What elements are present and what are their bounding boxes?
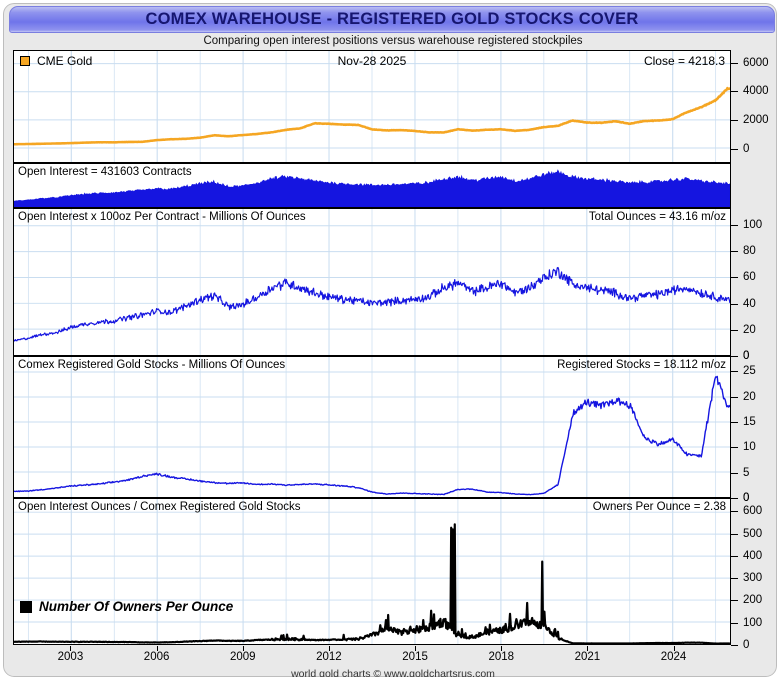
- gold-swatch-icon: [20, 56, 30, 66]
- y-tick-label: 0: [743, 492, 750, 504]
- y-tick-mark: [731, 578, 738, 580]
- y-tick-mark: [731, 371, 738, 373]
- y-tick-label: 100: [743, 219, 763, 232]
- x-tick-label: 2024: [660, 651, 687, 663]
- page-title: COMEX WAREHOUSE - REGISTERED GOLD STOCKS…: [145, 10, 639, 28]
- y-tick-label: 200: [743, 594, 763, 607]
- y-tick-label: 10: [743, 441, 756, 454]
- legend-label-cme-gold: CME Gold: [37, 54, 93, 68]
- y-tick-label: 20: [743, 390, 756, 403]
- x-tick-mark: [415, 646, 417, 651]
- y-tick-label: 500: [743, 527, 763, 540]
- panel-open-interest-ounces[interactable]: Open Interest x 100oz Per Contract - Mil…: [13, 208, 731, 356]
- y-tick-mark: [731, 148, 738, 150]
- y-tick-label: 0: [743, 350, 750, 362]
- y-tick-label: 0: [743, 492, 750, 504]
- chart-date: Nov-28 2025: [337, 54, 407, 68]
- y-tick-label: 6000: [743, 56, 769, 69]
- x-tick-mark: [587, 646, 589, 651]
- cme-gold-plot: [14, 51, 730, 162]
- panel-open-interest-contracts[interactable]: Open Interest = 431603 Contracts: [13, 163, 731, 208]
- footer-credit: world gold charts © www.goldchartsrus.co…: [291, 668, 495, 680]
- y-tick-label: 2000: [743, 114, 769, 127]
- open-interest-ounces-plot: [14, 209, 730, 355]
- page-subtitle: Comparing open interest positions versus…: [203, 35, 583, 47]
- y-tick-mark: [731, 645, 738, 646]
- x-tick-mark: [156, 646, 158, 651]
- y-tick-label: 5: [743, 466, 750, 479]
- x-tick-label: 2009: [229, 651, 256, 663]
- y-tick-mark: [731, 600, 738, 602]
- x-tick-label: 2006: [143, 651, 170, 663]
- x-tick-label: 2012: [316, 651, 342, 663]
- y-tick-mark: [731, 225, 738, 227]
- y-tick-label: 0: [743, 142, 750, 155]
- x-tick-mark: [328, 646, 330, 651]
- y-tick-mark: [731, 421, 738, 423]
- y-tick-mark: [731, 622, 738, 624]
- legend-owners-per-ounce: Number Of Owners Per Ounce: [20, 599, 233, 614]
- y-tick-label: 60: [743, 271, 756, 284]
- black-square-icon: [20, 600, 32, 613]
- x-tick-label: 2018: [488, 651, 515, 663]
- y-tick-label: 20: [743, 323, 756, 336]
- panel-cme-gold[interactable]: CME Gold Nov-28 2025 Close = 4218.3: [13, 50, 731, 163]
- legend-label-owners: Number Of Owners Per Ounce: [39, 599, 234, 614]
- y-tick-mark: [731, 329, 738, 331]
- registered-stocks-plot: [14, 357, 730, 497]
- x-axis-labels: 2003 2006 2009 2012 2015 2018 2021 2024: [13, 646, 731, 667]
- plot-area: CME Gold Nov-28 2025 Close = 4218.3 Open…: [13, 50, 731, 645]
- window-titlebar: COMEX WAREHOUSE - REGISTERED GOLD STOCKS…: [9, 6, 775, 33]
- y-tick-label: 100: [743, 616, 763, 629]
- y-tick-mark: [731, 91, 738, 93]
- y-tick-mark: [731, 472, 738, 474]
- y-tick-mark: [731, 511, 738, 513]
- panel-registered-stocks[interactable]: Comex Registered Gold Stocks - Millions …: [13, 356, 731, 498]
- x-tick-label: 2003: [57, 651, 84, 663]
- y-tick-mark: [731, 533, 738, 535]
- x-tick-mark: [242, 646, 244, 651]
- y-tick-label: 25: [743, 365, 756, 378]
- y-tick-mark: [731, 251, 738, 253]
- y-tick-mark: [731, 396, 738, 398]
- open-interest-contracts-plot: [14, 169, 730, 207]
- x-tick-label: 2015: [402, 651, 428, 663]
- y-tick-mark: [731, 498, 738, 499]
- x-tick-mark: [673, 646, 675, 651]
- y-tick-label: 15: [743, 415, 756, 428]
- y-tick-label: 4000: [743, 85, 769, 98]
- x-tick-mark: [70, 646, 72, 651]
- close-value: Close = 4218.3: [643, 54, 725, 68]
- y-tick-label: 40: [743, 297, 756, 310]
- y-tick-mark: [731, 120, 738, 122]
- y-tick-mark: [731, 356, 738, 357]
- y-axis-column: 0 2000 4000 6000 0 20 40 60 80 100 0 5 10 15 20 25 0 100 2…: [731, 50, 777, 651]
- x-tick-label: 2021: [574, 651, 601, 663]
- y-tick-label: 0: [743, 350, 750, 362]
- y-tick-label: 80: [743, 245, 756, 258]
- owners-per-ounce-plot: [14, 499, 730, 644]
- y-tick-mark: [731, 277, 738, 279]
- y-tick-label: 600: [743, 505, 763, 518]
- y-tick-mark: [731, 62, 738, 64]
- y-tick-label: 400: [743, 549, 763, 562]
- x-tick-mark: [501, 646, 503, 651]
- y-tick-mark: [731, 447, 738, 449]
- y-tick-label: 300: [743, 572, 763, 585]
- y-tick-label: 0: [743, 639, 750, 651]
- y-tick-mark: [731, 555, 738, 557]
- y-tick-mark: [731, 303, 738, 305]
- panel-owners-per-ounce[interactable]: Open Interest Ounces / Comex Registered …: [13, 498, 731, 645]
- legend-cme-gold: CME Gold: [20, 54, 92, 68]
